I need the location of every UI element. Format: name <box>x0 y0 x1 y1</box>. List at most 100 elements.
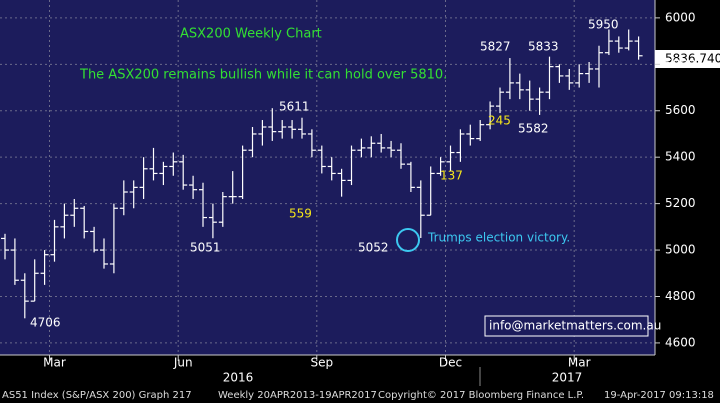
chart-title: ASX200 Weekly Chart <box>180 27 322 42</box>
ohlc-bar <box>80 205 89 239</box>
ohlc-bar <box>436 157 445 176</box>
annotation: 245 <box>488 114 511 128</box>
annotation: 137 <box>440 169 463 183</box>
ohlc-bar <box>109 203 118 274</box>
ohlc-bar <box>545 56 554 100</box>
footer-text: Weekly 20APR2013-19APR2017 <box>218 390 377 401</box>
y-tick-label: 5800 <box>665 57 696 71</box>
ohlc-bar <box>406 161 415 193</box>
ohlc-bar <box>268 108 277 141</box>
ohlc-bar <box>258 120 267 146</box>
y-tick-label: 4800 <box>665 289 696 303</box>
ohlc-bar <box>50 219 59 262</box>
annotation: 5950 <box>588 18 619 32</box>
event-circle <box>396 228 420 252</box>
ohlc-bar <box>129 180 138 209</box>
contact-box <box>484 315 649 337</box>
annotation: 5611 <box>279 100 310 114</box>
ohlc-bar <box>397 143 405 169</box>
annotation: 559 <box>289 207 312 221</box>
x-tick-label: Sep <box>310 356 333 370</box>
y-tick-label: 5600 <box>665 103 696 117</box>
ohlc-bar <box>90 226 99 253</box>
y-tick-label: 5400 <box>665 150 696 164</box>
year-label: 2016 <box>223 371 254 385</box>
ohlc-bar <box>307 129 316 158</box>
ohlc-bar <box>496 87 504 114</box>
annotation: 5833 <box>528 40 559 54</box>
ohlc-bar <box>298 117 306 139</box>
annotation: 4706 <box>30 316 61 330</box>
ohlc-bar <box>624 29 633 51</box>
ohlc-bar <box>416 180 425 238</box>
y-tick-label: 4600 <box>665 335 696 349</box>
ohlc-bar <box>40 250 49 285</box>
ohlc-bar <box>119 180 128 216</box>
annotation: 5827 <box>480 40 511 54</box>
ohlc-bar <box>565 68 574 90</box>
x-tick-label: Mar <box>568 356 591 370</box>
annotation: Trumps election victory. <box>427 231 570 245</box>
ohlc-bar <box>486 101 495 130</box>
ohlc-bar <box>179 154 188 190</box>
last-price-box <box>655 50 720 68</box>
ohlc-bar <box>317 145 326 174</box>
x-tick-label: Dec <box>439 356 462 370</box>
ohlc-bar <box>446 145 455 172</box>
last-price-label: 5836.740 <box>665 52 720 66</box>
footer-bar <box>0 386 720 403</box>
ohlc-bar <box>228 171 237 204</box>
ohlc-bar <box>387 140 396 158</box>
ohlc-bar <box>337 168 346 197</box>
footer-text: AS51 Index (S&P/ASX 200) Graph 217 <box>2 390 192 401</box>
y-tick-label: 5200 <box>665 196 696 210</box>
ohlc-bar <box>199 182 207 227</box>
ohlc-bar <box>248 127 257 158</box>
ohlc-bar <box>466 124 475 146</box>
ohlc-bar <box>218 192 227 227</box>
ohlc-bar <box>347 145 356 186</box>
subtitle: The ASX200 remains bullish while it can … <box>79 68 447 83</box>
ohlc-bar <box>535 87 544 115</box>
footer-text: Copyright© 2017 Bloomberg Finance L.P. <box>378 390 584 401</box>
x-tick-label: Jun <box>173 356 193 370</box>
ohlc-bar <box>278 120 287 139</box>
ohlc-bar <box>208 203 217 239</box>
ohlc-bar <box>426 166 435 216</box>
ohlc-bar <box>149 147 158 181</box>
ohlc-bar <box>1 233 9 260</box>
ohlc-bar <box>575 64 584 88</box>
year-label: 2017 <box>552 371 583 385</box>
ohlc-bar <box>10 238 19 285</box>
ohlc-bar <box>189 175 198 199</box>
contact: info@marketmatters.com.au <box>489 319 661 333</box>
footer-text: 19-Apr-2017 09:13:18 <box>604 390 714 401</box>
y-tick-label: 6000 <box>665 10 696 24</box>
y-tick-label: 5000 <box>665 243 696 257</box>
ohlc-bar <box>604 29 613 56</box>
ohlc-bar <box>238 145 247 199</box>
ohlc-bar <box>634 36 643 60</box>
x-tick-label: Mar <box>43 356 66 370</box>
ohlc-bar <box>70 198 79 227</box>
ohlc-bar <box>327 157 336 181</box>
ohlc-bar <box>377 133 386 153</box>
plot-area <box>0 0 655 355</box>
ohlc-bar <box>30 259 39 302</box>
ohlc-bar <box>20 273 29 319</box>
ohlc-bar <box>505 58 514 100</box>
ohlc-bar <box>367 136 376 158</box>
ohlc-bar <box>159 161 168 186</box>
ohlc-bar <box>456 129 465 162</box>
ohlc-bar <box>595 45 603 88</box>
ohlc-bar <box>515 73 524 100</box>
ohlc-bar <box>100 238 108 269</box>
ohlc-bar <box>139 157 148 199</box>
ohlc-bar <box>585 61 594 83</box>
ohlc-bar <box>555 64 564 83</box>
ohlc-bar <box>60 203 69 239</box>
annotation: 5052 <box>358 241 389 255</box>
ohlc-bar <box>476 120 485 141</box>
ohlc-bar <box>525 80 534 111</box>
